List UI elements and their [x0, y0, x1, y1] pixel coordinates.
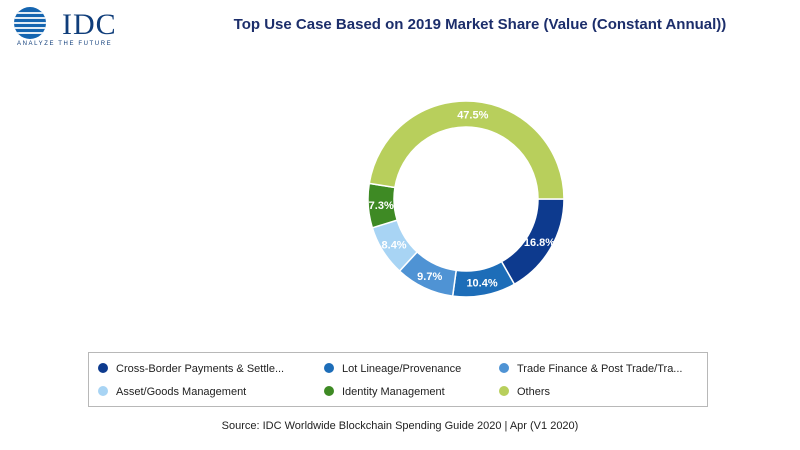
globe-icon	[14, 7, 46, 39]
legend-item: Asset/Goods Management	[98, 386, 246, 398]
legend-swatch	[499, 386, 509, 396]
chart-title: Top Use Case Based on 2019 Market Share …	[233, 16, 727, 33]
legend-swatch	[98, 386, 108, 396]
legend-item: Lot Lineage/Provenance	[324, 363, 461, 375]
logo-text: IDC	[62, 8, 117, 41]
slice-data-label: 10.4%	[466, 277, 497, 289]
legend-label: Lot Lineage/Provenance	[342, 363, 462, 375]
legend-item: Identity Management	[324, 386, 445, 398]
legend-item: Cross-Border Payments & Settle...	[98, 363, 284, 375]
legend-swatch	[499, 363, 509, 373]
slice-data-label: 47.5%	[457, 109, 488, 121]
legend-swatch	[324, 363, 334, 373]
legend-swatch	[324, 386, 334, 396]
idc-logo: IDC ANALYZE THE FUTURE	[8, 6, 120, 47]
legend-label: Trade Finance & Post Trade/Tra...	[517, 363, 683, 375]
source-note: Source: IDC Worldwide Blockchain Spendin…	[221, 420, 579, 432]
legend-item: Trade Finance & Post Trade/Tra...	[499, 363, 682, 375]
legend-label: Cross-Border Payments & Settle...	[116, 363, 285, 375]
legend-swatch	[98, 363, 108, 373]
legend-item: Others	[499, 386, 550, 398]
legend-label: Identity Management	[342, 386, 445, 398]
slice-data-label: 9.7%	[417, 271, 442, 283]
legend: Cross-Border Payments & Settle... Lot Lin…	[88, 352, 708, 407]
slice-data-label: 8.4%	[382, 239, 407, 251]
logo-tagline: ANALYZE THE FUTURE	[17, 41, 113, 47]
legend-label: Others	[517, 386, 551, 398]
donut-slice	[368, 100, 565, 200]
legend-label: Asset/Goods Management	[116, 386, 247, 398]
slice-data-label: 7.3%	[369, 200, 394, 212]
slice-data-label: 16.8%	[524, 237, 555, 249]
